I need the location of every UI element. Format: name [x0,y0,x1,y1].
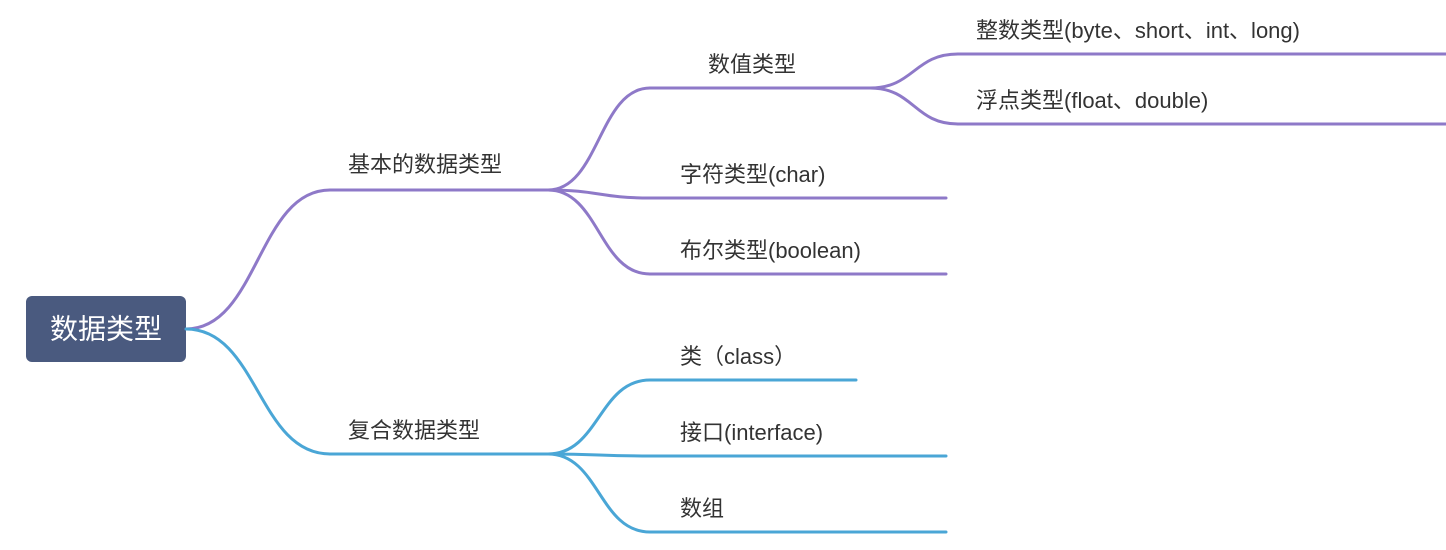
node-composite: 复合数据类型 [348,418,480,443]
connector-numeric [548,88,650,190]
node-char: 字符类型(char) [680,162,825,187]
node-class: 类（class） [680,344,796,369]
connector-integer [870,54,958,88]
node-basic: 基本的数据类型 [348,152,502,177]
mindmap-canvas: 数据类型 基本的数据类型 数值类型 整数类型(byte、short、int、long)… [0,0,1446,550]
node-integer: 整数类型(byte、short、int、long) [976,18,1300,43]
root-label: 数据类型 [50,314,162,345]
connector-composite [186,329,330,454]
node-array: 数组 [680,496,724,521]
connector-array [548,454,650,532]
node-numeric: 数值类型 [708,52,796,77]
connector-float [870,88,958,124]
connector-boolean [548,190,650,274]
node-float: 浮点类型(float、double) [976,88,1208,113]
connector-class [548,380,650,454]
node-interface: 接口(interface) [680,420,823,445]
node-boolean: 布尔类型(boolean) [680,238,861,263]
connector-basic [186,190,330,329]
